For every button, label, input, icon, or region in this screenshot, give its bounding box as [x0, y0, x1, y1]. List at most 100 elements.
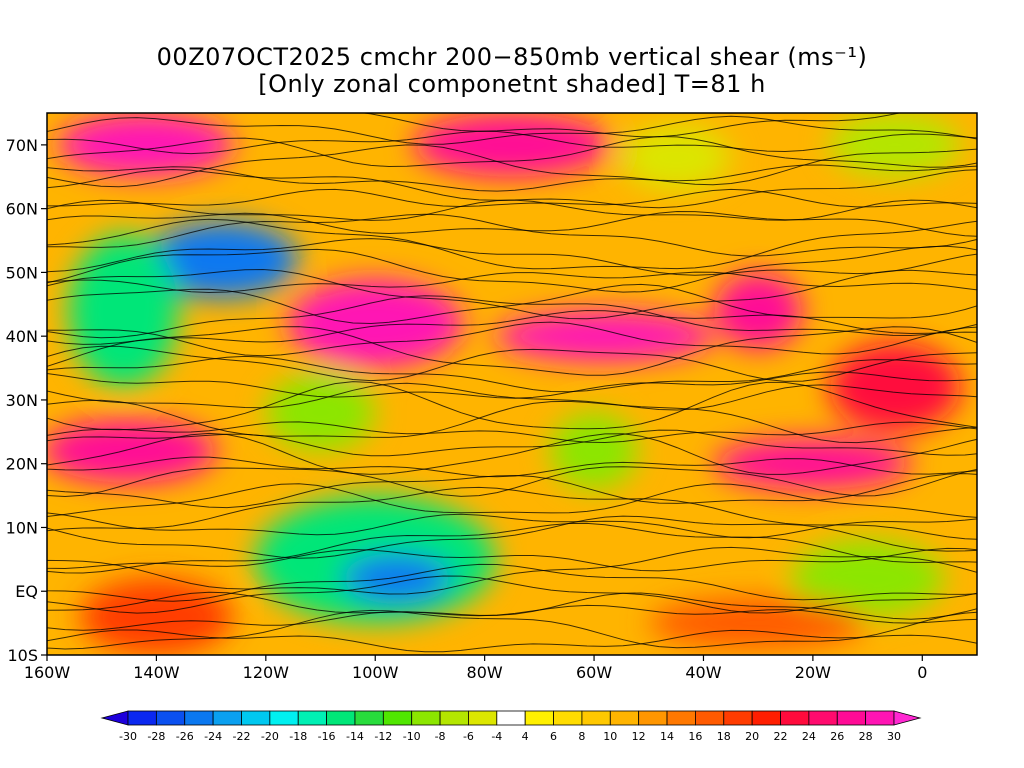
streamline: [47, 295, 977, 339]
streamlines-layer: [47, 113, 977, 653]
colorbar-segment: [297, 710, 327, 726]
colorbar-min-arrow: [100, 710, 129, 726]
lat-tick-label: 50N: [6, 263, 38, 282]
latitude-axis: 70N 60N 50N 40N 30N 20N 10N EQ 10S: [6, 136, 47, 665]
colorbar-segment: [751, 710, 781, 726]
longitude-axis: 160W 140W 120W 100W 80W 60W 40W 20W 0: [24, 655, 927, 682]
colorbar-label: 22: [774, 730, 788, 743]
streamline: [47, 522, 977, 574]
colorbar-segment: [865, 710, 895, 726]
colorbar-segment: [269, 710, 299, 726]
colorbar-label: 8: [578, 730, 585, 743]
lat-tick-label: EQ: [15, 582, 38, 601]
colorbar-segment: [553, 710, 583, 726]
colorbar-label: -4: [491, 730, 502, 743]
colorbar-max-arrow: [893, 710, 922, 726]
colorbar-label: 18: [717, 730, 731, 743]
colorbar-segment: [439, 710, 469, 726]
streamline: [47, 213, 977, 257]
shear-field-layer: [47, 113, 961, 655]
streamline: [47, 199, 977, 221]
lat-tick-label: 40N: [6, 327, 38, 346]
shear-region-9: [57, 113, 234, 177]
colorbar-segment: [496, 710, 526, 726]
colorbar-label: -28: [147, 730, 165, 743]
title-line-1: 00Z07OCT2025 cmchr 200−850mb vertical sh…: [156, 43, 868, 71]
streamline: [47, 473, 977, 509]
lat-tick-label: 10N: [6, 518, 38, 537]
colorbar-segment: [382, 710, 413, 726]
colorbar-label: 26: [830, 730, 844, 743]
streamline: [47, 144, 977, 188]
streamline: [47, 218, 977, 270]
colorbar-label: -24: [204, 730, 222, 743]
colorbar-label: -20: [261, 730, 279, 743]
lon-tick-label: 20W: [795, 663, 831, 682]
colorbar-segment: [127, 710, 157, 726]
streamline: [47, 321, 977, 357]
colorbar-label: -6: [463, 730, 474, 743]
lat-tick-label: 20N: [6, 455, 38, 474]
streamline: [47, 546, 977, 595]
shear-region-4: [342, 552, 452, 604]
colorbar-label: -16: [318, 730, 336, 743]
streamline: [47, 371, 977, 399]
shear-region-11: [495, 310, 715, 362]
streamline: [47, 130, 977, 155]
lat-tick-label: 70N: [6, 136, 38, 155]
colorbar-segment: [184, 710, 214, 726]
shear-region-12: [714, 272, 802, 349]
colorbar-segment: [524, 710, 554, 726]
lat-tick-label: 30N: [6, 391, 38, 410]
colorbar-label: -8: [435, 730, 446, 743]
streamline: [47, 483, 977, 518]
colorbar-label: 30: [887, 730, 901, 743]
streamline: [47, 268, 977, 320]
shear-region-16: [79, 578, 234, 655]
lon-tick-label: 0: [917, 663, 927, 682]
streamline: [47, 604, 977, 631]
streamline: [47, 429, 977, 457]
colorbar-label: 10: [603, 730, 617, 743]
colorbar-segment: [780, 710, 810, 726]
streamline: [47, 164, 977, 192]
shear-region-15: [714, 438, 912, 490]
streamline: [47, 382, 977, 411]
shear-region-8: [621, 125, 731, 190]
shear-region-2: [265, 374, 376, 451]
lat-tick-label: 10S: [7, 646, 38, 665]
plot-title: 00Z07OCT2025 cmchr 200−850mb vertical sh…: [0, 44, 1024, 98]
colorbar-label: 12: [632, 730, 646, 743]
shear-region-0: [145, 221, 299, 298]
shear-region-1: [68, 234, 179, 388]
colorbar-label: 28: [859, 730, 873, 743]
colorbar-label: 16: [688, 730, 702, 743]
lon-tick-label: 80W: [467, 663, 503, 682]
streamline: [47, 456, 977, 478]
colorbar-segment: [808, 710, 838, 726]
streamline: [47, 309, 977, 345]
colorbar-segment: [354, 710, 384, 726]
colorbar-label: 4: [522, 730, 529, 743]
streamline: [47, 115, 977, 145]
colorbar-segment: [581, 710, 611, 726]
colorbar-segment: [468, 710, 498, 726]
lon-tick-label: 60W: [576, 663, 612, 682]
colorbar-segment: [155, 710, 186, 726]
streamline: [47, 135, 977, 168]
colorbar-segment: [411, 710, 441, 726]
streamline: [47, 238, 977, 276]
streamline: [47, 421, 977, 444]
streamline: [47, 486, 977, 540]
colorbar-label: -14: [346, 730, 364, 743]
streamline: [47, 381, 977, 431]
streamline: [47, 432, 977, 475]
colorbar-segment: [723, 710, 753, 726]
colorbar-label: 14: [660, 730, 674, 743]
colorbar-label: 20: [745, 730, 759, 743]
colorbar: -30 -28 -26 -24 -22 -20 -18 -16 -14 -12 -10 -8 -6 -4 4…: [100, 710, 922, 743]
streamline: [47, 326, 977, 376]
streamline: [47, 113, 902, 138]
colorbar-label: -30: [119, 730, 137, 743]
colorbar-segment: [638, 710, 668, 726]
